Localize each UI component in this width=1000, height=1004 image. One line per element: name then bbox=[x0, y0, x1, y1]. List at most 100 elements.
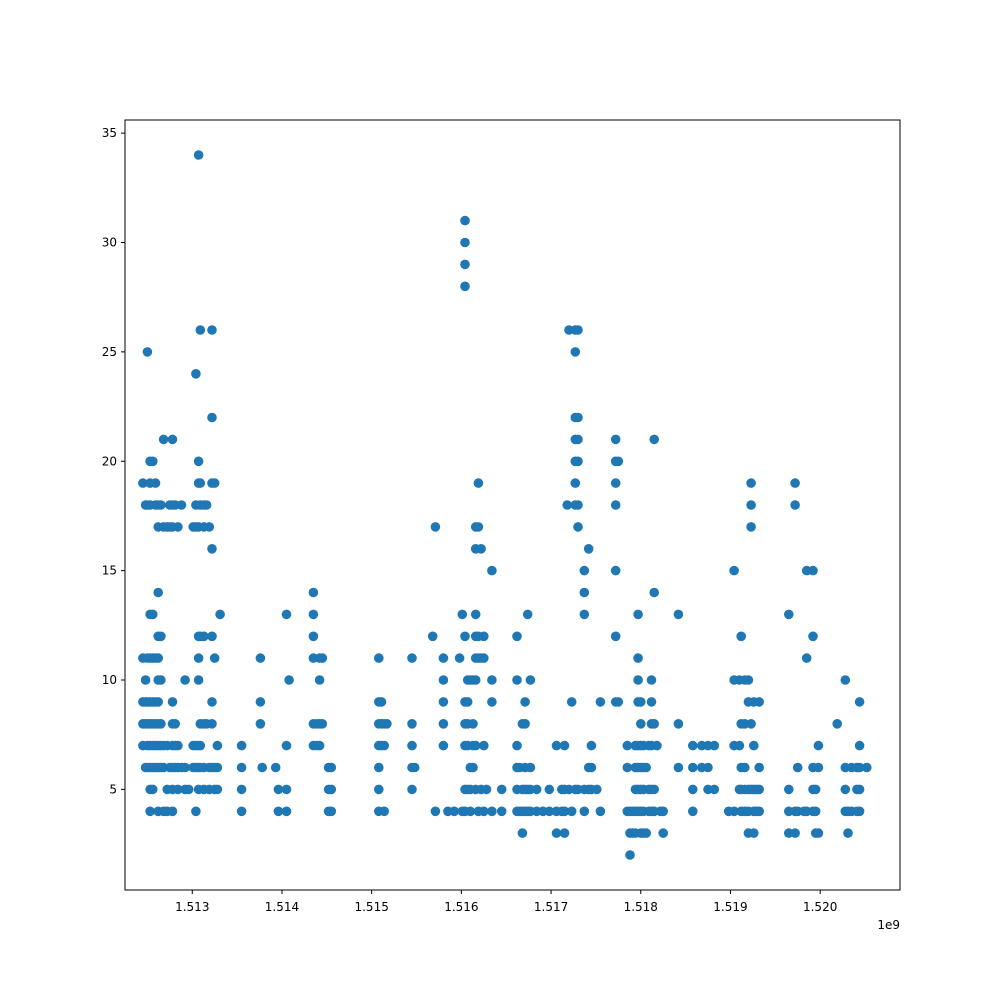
data-point bbox=[148, 456, 158, 467]
data-point bbox=[570, 347, 581, 357]
data-point bbox=[438, 675, 449, 685]
data-point bbox=[191, 806, 201, 817]
data-point bbox=[468, 762, 478, 773]
data-point bbox=[156, 719, 166, 729]
data-point bbox=[740, 762, 750, 773]
data-point bbox=[145, 806, 155, 817]
data-point bbox=[613, 697, 624, 707]
data-point bbox=[734, 740, 745, 751]
data-point bbox=[754, 806, 764, 817]
data-point bbox=[158, 434, 169, 445]
data-point bbox=[460, 631, 470, 642]
data-point bbox=[646, 675, 657, 685]
data-point bbox=[142, 347, 153, 357]
y-tick-label: 25 bbox=[102, 345, 117, 359]
data-point bbox=[255, 697, 266, 707]
data-point bbox=[148, 784, 158, 795]
data-point bbox=[658, 828, 668, 838]
data-point bbox=[520, 697, 530, 707]
data-point bbox=[840, 784, 851, 795]
data-point bbox=[688, 762, 698, 773]
data-point bbox=[476, 544, 486, 554]
data-point bbox=[156, 500, 166, 510]
data-point bbox=[579, 565, 590, 576]
data-point bbox=[813, 740, 824, 751]
data-point bbox=[641, 828, 651, 838]
data-point bbox=[810, 806, 821, 817]
data-point bbox=[641, 762, 651, 773]
data-point bbox=[470, 675, 481, 685]
data-point bbox=[195, 325, 206, 335]
x-tick-label: 1.516 bbox=[444, 900, 478, 914]
data-point bbox=[709, 784, 720, 795]
data-point bbox=[566, 806, 577, 817]
data-point bbox=[512, 631, 522, 642]
data-point bbox=[236, 806, 247, 817]
data-point bbox=[790, 500, 800, 510]
data-point bbox=[531, 784, 542, 795]
x-tick-label: 1.519 bbox=[713, 900, 747, 914]
data-point bbox=[854, 697, 865, 707]
data-point bbox=[649, 587, 659, 598]
y-axis-ticks: 5 10 15 20 25 30 35 bbox=[102, 126, 125, 796]
data-point bbox=[754, 784, 764, 795]
data-point bbox=[646, 697, 657, 707]
data-point bbox=[281, 609, 292, 620]
data-point bbox=[207, 697, 217, 707]
data-point bbox=[579, 587, 590, 598]
y-tick-label: 10 bbox=[102, 673, 117, 687]
data-point bbox=[843, 828, 853, 838]
data-point bbox=[473, 478, 484, 488]
data-point bbox=[207, 544, 217, 554]
data-point bbox=[212, 740, 223, 751]
data-point bbox=[460, 259, 470, 270]
data-point bbox=[438, 697, 449, 707]
data-point bbox=[379, 740, 390, 751]
data-point bbox=[212, 762, 223, 773]
data-point bbox=[487, 697, 497, 707]
y-tick-label: 35 bbox=[102, 126, 117, 140]
data-point bbox=[191, 369, 201, 379]
data-point bbox=[374, 762, 384, 773]
data-point bbox=[583, 544, 594, 554]
data-point bbox=[479, 806, 489, 817]
data-point bbox=[374, 653, 384, 663]
data-point bbox=[193, 456, 204, 467]
data-point bbox=[281, 784, 292, 795]
data-point bbox=[167, 806, 178, 817]
data-point bbox=[517, 828, 528, 838]
data-point bbox=[673, 609, 684, 620]
data-point bbox=[749, 740, 759, 751]
data-point bbox=[207, 631, 217, 642]
x-tick-label: 1.520 bbox=[803, 900, 837, 914]
data-point bbox=[212, 784, 223, 795]
data-point bbox=[454, 653, 465, 663]
data-point bbox=[487, 675, 497, 685]
x-tick-label: 1.513 bbox=[175, 900, 209, 914]
data-point bbox=[551, 828, 562, 838]
data-point bbox=[595, 806, 606, 817]
y-tick-label: 20 bbox=[102, 454, 117, 468]
data-point bbox=[570, 478, 581, 488]
data-point bbox=[613, 456, 624, 467]
data-point bbox=[854, 784, 865, 795]
data-point bbox=[409, 762, 420, 773]
data-point bbox=[199, 631, 209, 642]
data-point bbox=[525, 675, 536, 685]
data-point bbox=[673, 762, 684, 773]
data-point bbox=[180, 762, 190, 773]
data-point bbox=[326, 806, 337, 817]
data-point bbox=[317, 653, 328, 663]
data-point bbox=[592, 784, 602, 795]
data-point bbox=[792, 762, 803, 773]
data-point bbox=[512, 740, 522, 751]
y-tick-label: 5 bbox=[109, 782, 117, 796]
data-point bbox=[236, 762, 247, 773]
data-point bbox=[512, 675, 522, 685]
data-point bbox=[430, 522, 441, 532]
x-tick-label: 1.518 bbox=[624, 900, 658, 914]
data-point bbox=[209, 478, 220, 488]
data-point bbox=[465, 806, 476, 817]
